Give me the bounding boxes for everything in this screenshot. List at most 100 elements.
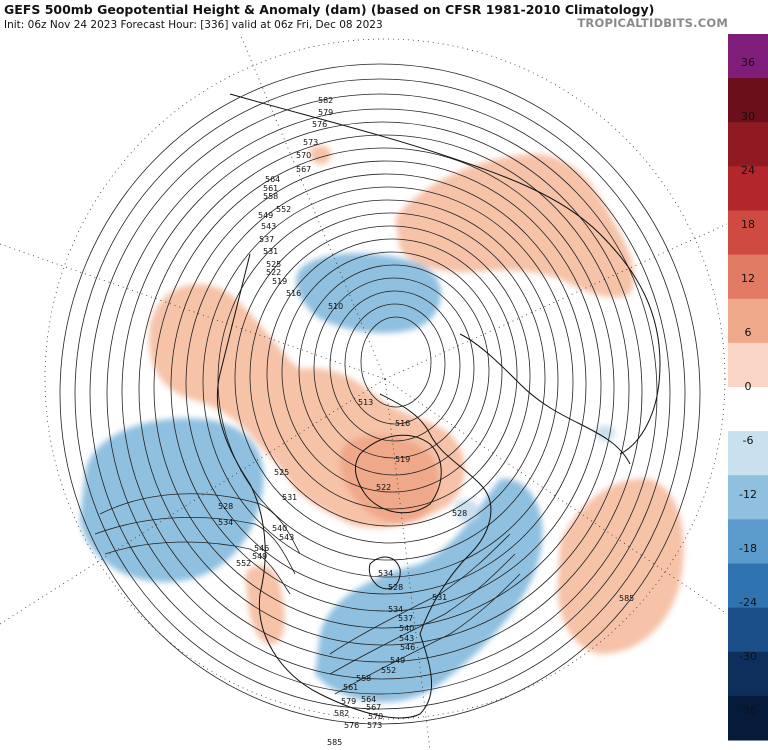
polar-map: 582 579 576 573 570 567 564 561 558 552 … (0, 34, 727, 750)
forecast-info: Init: 06z Nov 24 2023 Forecast Hour: [33… (4, 19, 383, 31)
contour-label: 543 (399, 634, 414, 643)
trough-contour (104, 541, 291, 595)
contour-label: 573 (367, 721, 382, 730)
contour-label: 573 (303, 138, 318, 147)
anomaly-siberia-small (310, 145, 331, 165)
contour-label: 552 (276, 205, 291, 214)
contour-label: 567 (366, 703, 381, 712)
trough-contour (329, 553, 516, 675)
contour-label: 522 (376, 483, 391, 492)
contour-label: 549 (390, 656, 405, 665)
colorbar-tick: -30 (739, 650, 757, 663)
anomaly-arctic-low (296, 253, 442, 334)
hudson-bay (368, 556, 401, 590)
contour-label: 585 (327, 738, 342, 747)
anomaly-colorbar: 36 30 24 18 12 6 0 -6 -12 -18 -24 -30 -3… (728, 34, 768, 744)
contour-ring (249, 225, 531, 527)
colorbar-tick: 24 (741, 164, 755, 177)
colorbar-swatch (728, 298, 768, 344)
contour-ring (89, 93, 671, 695)
header: GEFS 500mb Geopotential Height & Anomaly… (0, 0, 768, 34)
contour-label: 576 (312, 120, 327, 129)
meridian (384, 378, 727, 615)
colorbar-tick: 0 (745, 380, 752, 393)
contour-label: 516 (395, 419, 410, 428)
europe-coast (459, 333, 631, 465)
contour-label: 540 (272, 524, 287, 533)
contour-ring (170, 160, 602, 612)
contour-ring (121, 121, 643, 663)
contour-label: 513 (358, 398, 373, 407)
eurasia-coast (229, 93, 661, 455)
contour-ring (59, 63, 701, 725)
colorbar-swatch (728, 166, 768, 211)
contour-label: 552 (381, 666, 396, 675)
contour-label: 585 (619, 594, 634, 603)
colorbar-swatch (728, 210, 768, 256)
contour-ring (234, 212, 546, 544)
anomaly-eastern-us-trough (315, 478, 543, 703)
contour-ring (153, 147, 615, 629)
colorbar-swatch (728, 475, 768, 520)
contour-label: 522 (266, 268, 281, 277)
latitude-longitude-grid (0, 34, 727, 750)
contour-label: 549 (252, 552, 267, 561)
contour-label: 519 (272, 277, 287, 286)
contour-label: 567 (296, 165, 311, 174)
contour-label: 528 (218, 502, 233, 511)
anomaly-greenland-ridge (339, 435, 439, 523)
contour-ring (202, 186, 574, 578)
contour-label: 525 (266, 260, 281, 269)
contour-label: 543 (261, 222, 276, 231)
contour-label: 576 (344, 721, 359, 730)
map-panel: 582 579 576 573 570 567 564 561 558 552 … (0, 34, 727, 750)
contour-label: 519 (395, 455, 410, 464)
colorbar-swatch (728, 519, 768, 564)
contour-label: 561 (263, 184, 278, 193)
contour-label: 582 (318, 96, 333, 105)
colorbar-tick: 12 (741, 272, 755, 285)
colorbar-swatch (728, 651, 768, 697)
contour-label: 534 (378, 569, 393, 578)
colorbar-swatch (728, 431, 768, 476)
contour-label: 564 (265, 175, 280, 184)
colorbar-swatch (728, 695, 768, 741)
contour-label: 537 (259, 235, 274, 244)
colorbar-tick: -12 (739, 488, 757, 501)
contour-label: 531 (432, 593, 447, 602)
contour-ring (217, 199, 559, 561)
contour-label: 561 (343, 683, 358, 692)
colorbar-swatch (728, 254, 768, 300)
anomaly-shading (80, 145, 684, 703)
contour-ring (313, 277, 475, 459)
anomaly-small-blue (455, 498, 479, 522)
colorbar-tick: 30 (741, 110, 755, 123)
contour-label: 552 (236, 559, 251, 568)
greenland-coast (354, 434, 442, 514)
colorbar-swatch (728, 563, 768, 609)
contour-ring (74, 78, 686, 710)
colorbar-swatch (728, 78, 768, 123)
colorbar-swatch (728, 387, 768, 432)
contour-label: 558 (356, 674, 371, 683)
contour-label: 564 (361, 695, 376, 704)
contour-label: 579 (341, 697, 356, 706)
anomaly-atlantic-ridge (557, 478, 684, 654)
contour-label: 537 (398, 614, 413, 623)
trough-contour (334, 573, 521, 695)
colorbar-ticks: 36 30 24 18 12 6 0 -6 -12 -18 -24 -30 -3… (739, 56, 757, 717)
contour-ring (360, 316, 432, 408)
contour-label: 582 (334, 709, 349, 718)
contour-label: 540 (399, 624, 414, 633)
trough-contour (94, 517, 296, 575)
contour-label: 531 (282, 493, 297, 502)
colorbar-tick: 36 (741, 56, 755, 69)
contour-labels: 582 579 576 573 570 567 564 561 558 552 … (218, 96, 634, 747)
colorbar-tick: -6 (743, 434, 754, 447)
colorbar-swatch (728, 342, 768, 388)
contour-label: 546 (254, 544, 269, 553)
contour-ring (185, 173, 587, 595)
contour-label: 570 (368, 712, 383, 721)
anomaly-north-atlantic-blue (595, 425, 615, 442)
trough-contour (99, 493, 301, 555)
